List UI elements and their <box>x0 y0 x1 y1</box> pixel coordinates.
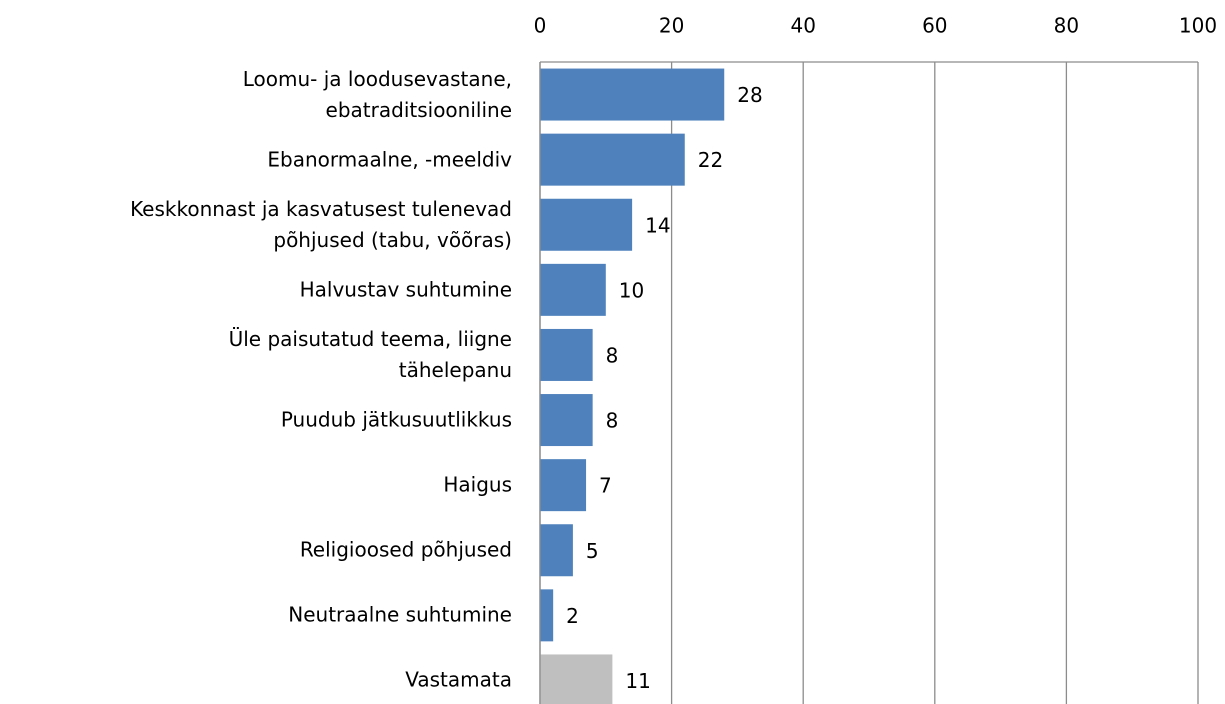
data-label: 7 <box>599 474 612 498</box>
y-tick-label: Ebanormaalne, -meeldiv <box>267 147 512 172</box>
data-label: 28 <box>737 83 762 107</box>
bar <box>540 524 573 577</box>
bar <box>540 589 554 642</box>
bar <box>540 133 685 186</box>
y-tick-label: Keskkonnast ja kasvatusest tulenevad põh… <box>130 196 512 252</box>
y-tick-label: Puudub jätkusuutlikkus <box>280 407 512 432</box>
data-label: 2 <box>566 604 579 628</box>
y-tick-label: Neutraalne suhtumine <box>288 602 512 627</box>
x-tick-label: 40 <box>790 14 815 38</box>
y-tick-label: Üle paisutatud teema, liigne tähelepanu <box>228 326 512 382</box>
data-label: 8 <box>606 343 619 367</box>
data-label: 22 <box>698 148 723 172</box>
data-label: 11 <box>625 669 650 693</box>
bar <box>540 68 725 121</box>
y-tick-label: Vastamata <box>405 667 512 692</box>
x-tick-label: 20 <box>659 14 684 38</box>
bar <box>540 263 606 316</box>
bar <box>540 394 593 447</box>
data-label: 14 <box>645 213 670 237</box>
bar <box>540 459 587 512</box>
bar <box>540 198 633 251</box>
x-tick-label: 80 <box>1054 14 1079 38</box>
y-tick-label: Halvustav suhtumine <box>299 277 512 302</box>
y-tick-label: Religioosed põhjused <box>299 537 512 562</box>
bar <box>540 654 613 704</box>
bar <box>540 328 593 381</box>
x-tick-label: 0 <box>534 14 547 38</box>
data-label: 8 <box>606 409 619 433</box>
y-tick-label: Haigus <box>443 472 512 497</box>
y-tick-label: Loomu- ja loodusevastane, ebatraditsioon… <box>242 66 512 122</box>
x-tick-label: 60 <box>922 14 947 38</box>
x-tick-label: 100 <box>1179 14 1217 38</box>
data-label: 5 <box>586 539 599 563</box>
data-label: 10 <box>619 278 644 302</box>
